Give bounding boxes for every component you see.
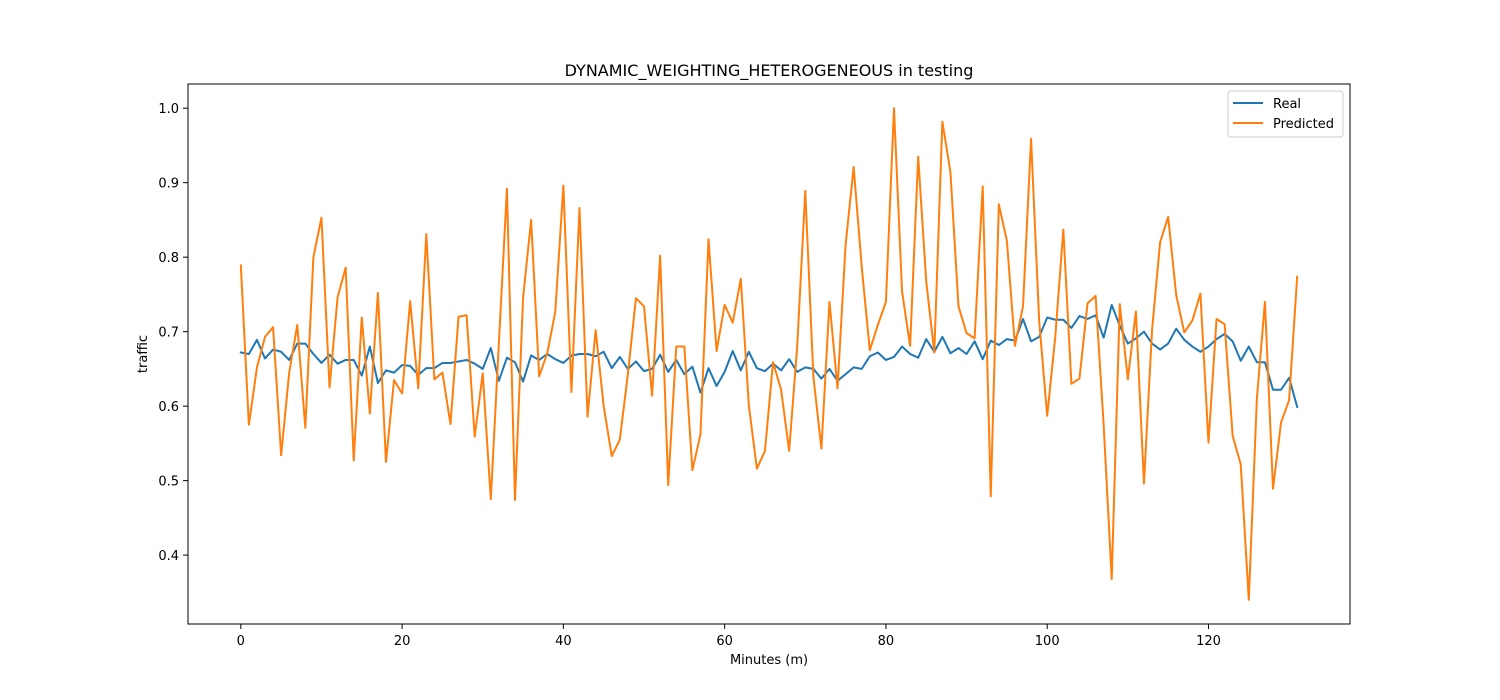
x-axis: 0 20 40 60 80 100 120	[237, 624, 1221, 649]
series-line-predicted	[239, 107, 1299, 601]
y-tick-label: 0.6	[158, 400, 179, 415]
y-axis-label: traffic	[136, 335, 151, 373]
y-tick-label: 0.9	[158, 177, 179, 192]
y-tick-label: 0.7	[158, 326, 179, 341]
y-tick-label: 1.0	[158, 102, 179, 117]
x-tick-label: 60	[716, 634, 733, 649]
x-tick-label: 40	[555, 634, 572, 649]
x-tick-label: 80	[878, 634, 895, 649]
axes-frame	[187, 83, 1351, 625]
legend: Real Predicted	[1227, 90, 1344, 138]
y-axis: 0.4 0.5 0.6 0.7 0.8 0.9 1.0	[158, 102, 188, 564]
legend-label-real: Real	[1273, 97, 1301, 112]
y-tick-label: 0.8	[158, 251, 179, 266]
x-tick-label: 120	[1196, 634, 1221, 649]
y-tick-label: 0.5	[158, 475, 179, 490]
x-tick-label: 100	[1035, 634, 1060, 649]
legend-label-predicted: Predicted	[1273, 117, 1334, 132]
chart-title: DYNAMIC_WEIGHTING_HETEROGENEOUS in testi…	[565, 61, 974, 81]
plot-area	[239, 107, 1299, 601]
y-tick-label: 0.4	[158, 549, 179, 564]
x-tick-label: 0	[237, 634, 245, 649]
x-axis-label: Minutes (m)	[730, 653, 808, 668]
x-tick-label: 20	[394, 634, 411, 649]
